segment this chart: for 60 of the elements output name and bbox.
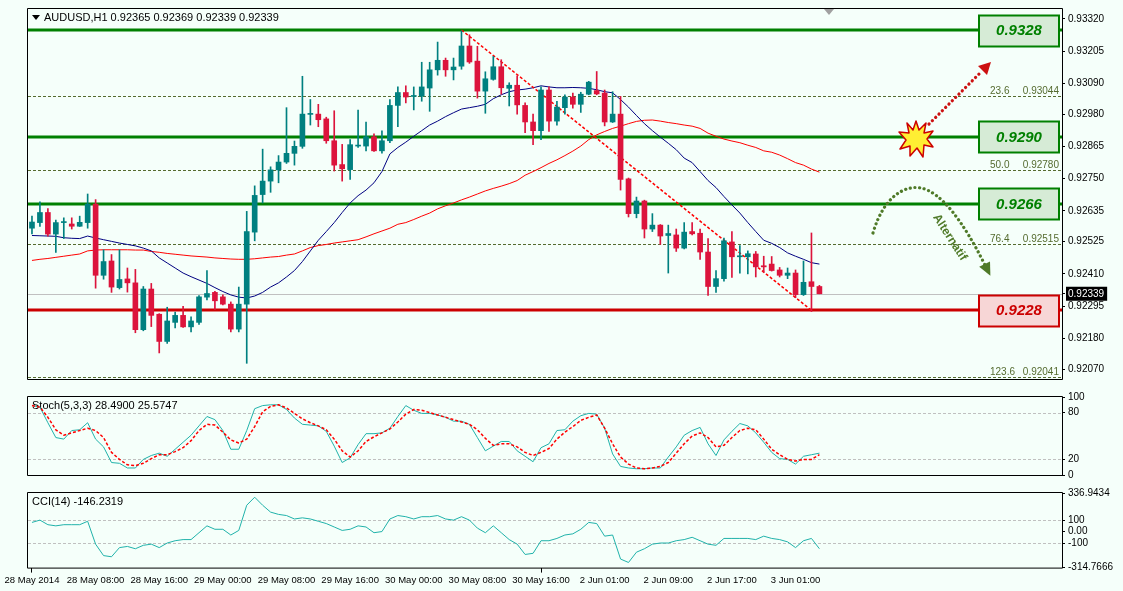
text: 23.6 0.93044 (990, 85, 1059, 97)
text: 50.0 0.92780 (990, 159, 1059, 171)
y-tick-label: -314.7666 (1068, 561, 1114, 573)
candlestick (760, 255, 767, 273)
y-tick-label: 0.93205 (1068, 44, 1105, 56)
candlestick (737, 245, 743, 274)
y-tick-label: 0.93320 (1068, 12, 1105, 24)
x-tick-label: 30 May 16:00 (512, 573, 570, 585)
x-tick-label: 30 May 08:00 (448, 573, 507, 585)
y-tick-label: 100 (1068, 390, 1086, 402)
ref-line-label: 0.9266 (996, 194, 1043, 212)
ref-line-label: 123.6 0.92041 (990, 366, 1060, 378)
chart-title: Stoch(5,3,3) 28.4900 25.5747 (32, 399, 178, 411)
y-tick-label: 0.92180 (1068, 332, 1105, 344)
x-tick-label: 28 May 08:00 (66, 573, 125, 585)
candlestick (68, 217, 75, 230)
ref-line-label: 0.9328 (996, 21, 1043, 39)
x-tick-label: 2 Jun 17:00 (707, 573, 757, 585)
y-tick-label: 336.9434 (1068, 486, 1111, 498)
candlestick (339, 144, 346, 182)
candlestick (689, 222, 695, 236)
x-tick-label: 28 May 16:00 (130, 573, 189, 585)
y-tick-label: 0.92410 (1068, 267, 1105, 279)
y-tick-label: 0.92980 (1068, 107, 1105, 119)
y-tick-label: 80 (1068, 406, 1080, 418)
chart-title: CCI(14) -146.2319 (32, 495, 124, 507)
text: 76.4 0.92515 (990, 233, 1059, 245)
candlestick (665, 224, 672, 274)
y-tick-label: 0.00 (1068, 525, 1088, 537)
y-tick-label: -100 (1068, 536, 1089, 548)
candlestick (593, 71, 600, 96)
ref-line-label: 0.9228 (996, 301, 1043, 319)
candlestick (204, 270, 210, 301)
candlestick (418, 61, 425, 102)
x-tick-label: 29 May 16:00 (321, 573, 379, 585)
y-tick-label: 0.92635 (1068, 204, 1105, 216)
candlestick (506, 82, 513, 107)
candlestick (744, 250, 751, 275)
ref-line-label: 0.9290 (996, 127, 1043, 145)
y-tick-label: 20 (1068, 453, 1080, 465)
y-tick-label: 0.92070 (1068, 362, 1105, 374)
x-tick-label: 2 Jun 09:00 (643, 573, 694, 585)
x-tick-label: 2 Jun 01:00 (579, 573, 630, 585)
x-tick-label: 29 May 00:00 (194, 573, 252, 585)
x-tick-label: 28 May 2014 (4, 573, 60, 585)
y-tick-label: 0.93090 (1068, 77, 1105, 89)
candlestick (410, 86, 417, 111)
chart-title: AUDUSD,H1 0.92365 0.92369 0.92339 0.92339 (44, 11, 279, 23)
candlestick (60, 217, 67, 239)
y-tick-label: 0.92339 (1068, 287, 1105, 299)
y-tick-label: 0 (1068, 468, 1074, 480)
y-tick-label: 0.92750 (1068, 172, 1105, 184)
y-tick-label: 0.92295 (1068, 299, 1105, 311)
y-tick-label: 0.92865 (1068, 140, 1105, 152)
y-tick-label: 0.92525 (1068, 235, 1105, 247)
y-tick-label: 100 (1068, 513, 1086, 525)
candlestick (402, 85, 409, 104)
x-tick-label: 29 May 08:00 (257, 573, 316, 585)
x-tick-label: 30 May 00:00 (384, 573, 443, 585)
x-tick-label: 3 Jun 01:00 (770, 573, 821, 585)
